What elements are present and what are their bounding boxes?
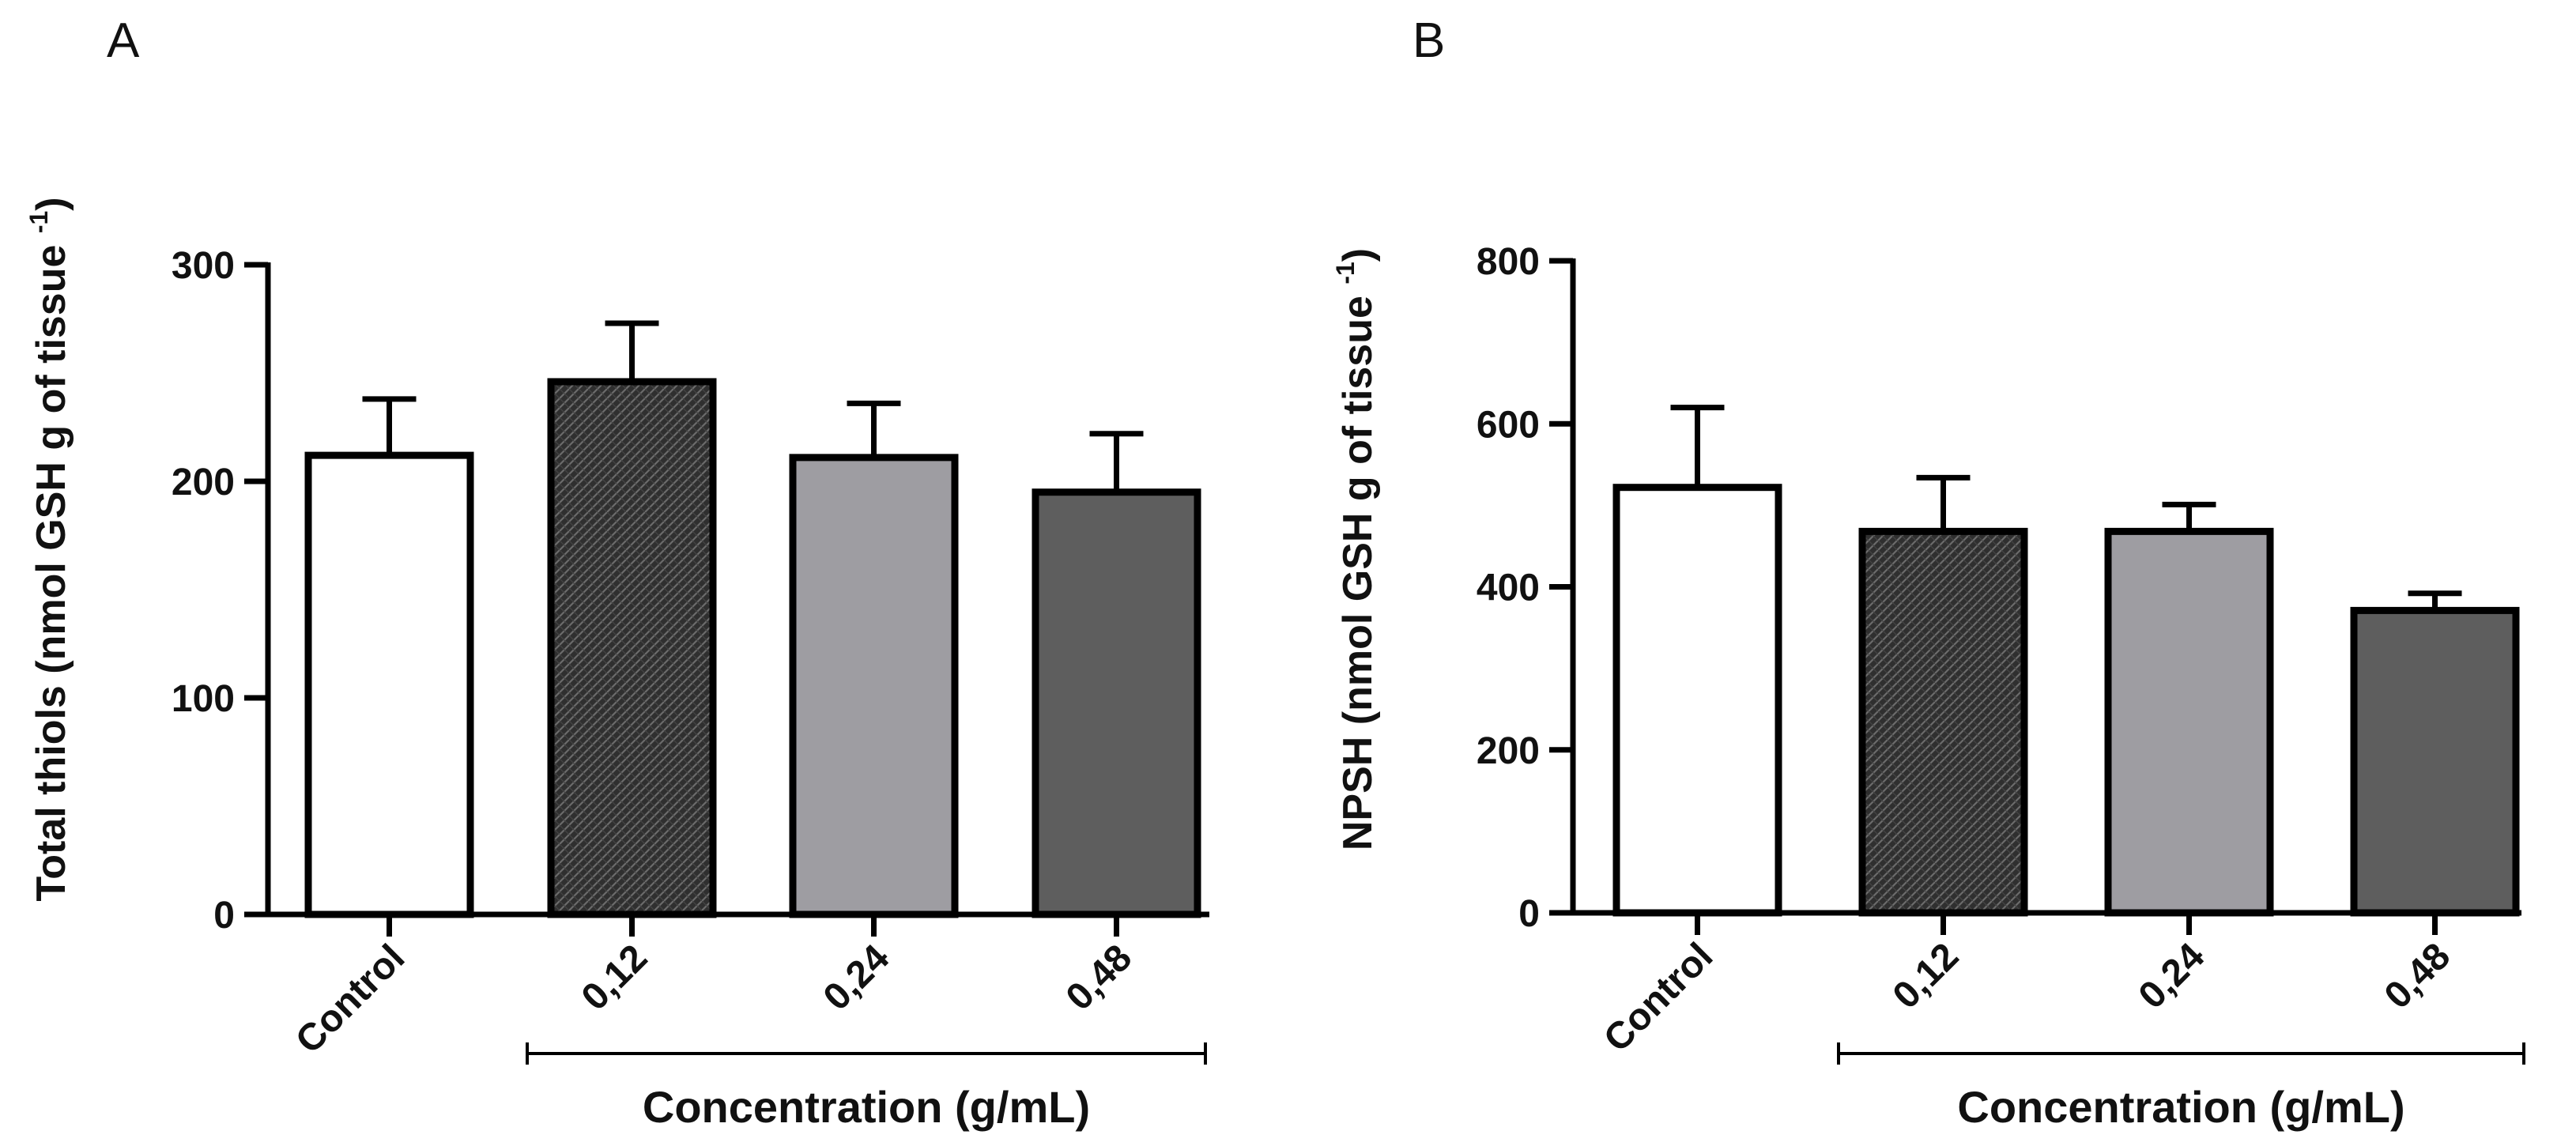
y-tick-label: 400 bbox=[1477, 567, 1540, 609]
bar-0-48 bbox=[1032, 488, 1201, 918]
x-tick-label: 0,48 bbox=[2377, 935, 2459, 1017]
axes: 0 100 200 300 Control 0,12 0,24 0,48 Concentrati… bbox=[172, 245, 1209, 1132]
bar-control bbox=[304, 451, 474, 918]
group-bracket-label: Concentration (g/mL) bbox=[643, 1082, 1090, 1132]
bar-0-24 bbox=[789, 454, 959, 918]
y-tick-label: 100 bbox=[172, 678, 235, 720]
bar-0-12 bbox=[547, 378, 717, 918]
y-tick-label: 800 bbox=[1477, 241, 1540, 283]
panel-b: B NPSH (nmol GSH g of tissue -1) 0 200 400… bbox=[1331, 13, 2525, 1132]
y-tick-label: 300 bbox=[172, 245, 235, 287]
panel-a: A Total thiols (nmol GSH g of tissue -1)… bbox=[25, 13, 1209, 1132]
bar-0-48 bbox=[2350, 606, 2520, 917]
x-tick-label: Control bbox=[1596, 935, 1721, 1060]
bar-0-24 bbox=[2104, 527, 2274, 917]
x-tick-label: 0,12 bbox=[574, 937, 656, 1019]
bar-control bbox=[1612, 484, 1782, 917]
y-tick-label: 0 bbox=[213, 895, 235, 937]
x-tick-label: Control bbox=[288, 937, 413, 1061]
y-tick-label: 200 bbox=[1477, 730, 1540, 772]
group-bracket-label: Concentration (g/mL) bbox=[1957, 1082, 2404, 1132]
x-tick-label: 0,12 bbox=[1885, 935, 1967, 1017]
panel-letter: B bbox=[1412, 13, 1445, 68]
y-axis-title: Total thiols (nmol GSH g of tissue -1) bbox=[25, 197, 74, 901]
y-tick-label: 200 bbox=[172, 462, 235, 503]
x-tick-label: 0,24 bbox=[816, 937, 898, 1019]
y-tick-label: 0 bbox=[1518, 893, 1540, 935]
bar-0-12 bbox=[1858, 527, 2028, 917]
x-tick-label: 0,24 bbox=[2131, 935, 2213, 1017]
axes: 0 200 400 600 800 Control 0,12 0,24 0,48 Concentr… bbox=[1477, 241, 2525, 1132]
y-tick-label: 600 bbox=[1477, 404, 1540, 446]
x-tick-label: 0,48 bbox=[1058, 937, 1141, 1019]
panel-letter: A bbox=[107, 13, 140, 68]
y-axis-title: NPSH (nmol GSH g of tissue -1) bbox=[1331, 248, 1381, 850]
